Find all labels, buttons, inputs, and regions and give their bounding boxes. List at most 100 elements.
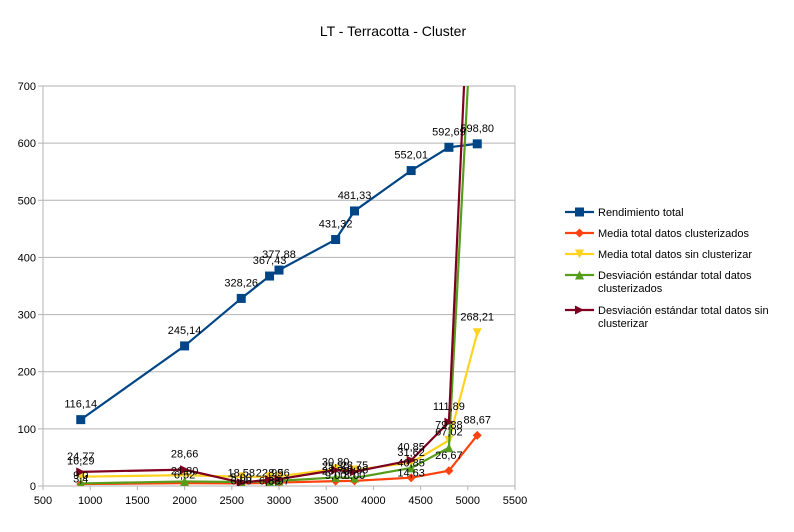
series-4 — [77, 86, 469, 486]
y-tick-label: 700 — [18, 81, 36, 93]
data-label: 19,86 — [341, 464, 369, 476]
legend-label: Desviación estándar total datos sin — [598, 305, 769, 317]
data-point — [265, 271, 275, 281]
data-point — [406, 166, 416, 176]
series-5 — [76, 86, 466, 486]
data-label: 431,32 — [319, 219, 353, 231]
data-point — [575, 249, 584, 259]
data-label: 245,14 — [168, 325, 202, 337]
data-point — [444, 466, 454, 476]
x-tick-label: 500 — [34, 495, 52, 507]
data-label: 111,89 — [433, 401, 465, 413]
x-tick-label: 1500 — [125, 495, 149, 507]
data-label: 481,33 — [338, 190, 372, 202]
data-point — [406, 473, 416, 483]
data-point — [406, 455, 416, 465]
data-label: 26,67 — [435, 450, 463, 462]
data-point — [575, 305, 584, 315]
data-point — [180, 465, 190, 475]
x-tick-label: 2500 — [220, 495, 244, 507]
y-tick-label: 400 — [18, 252, 36, 264]
y-tick-label: 200 — [18, 367, 36, 379]
data-point — [274, 265, 284, 275]
legend-item-1: Rendimiento total — [565, 207, 684, 219]
data-label: 24,77 — [67, 451, 95, 463]
y-tick-label: 500 — [18, 195, 36, 207]
data-label: 3,4 — [73, 474, 88, 486]
data-label: 552,01 — [394, 150, 428, 162]
legend-label: clusterizados — [598, 283, 663, 295]
data-point — [472, 328, 482, 338]
data-label: 40,85 — [397, 442, 425, 454]
data-point — [331, 472, 341, 482]
data-point — [274, 474, 284, 484]
data-point — [575, 207, 584, 217]
data-label: 9,00 — [325, 470, 346, 482]
data-point — [350, 467, 360, 477]
data-point — [331, 465, 341, 475]
legend-item-5: Desviación estándar total datos sinclust… — [565, 305, 769, 330]
data-label: 5,00 — [231, 472, 252, 484]
data-label: 67,02 — [435, 427, 463, 439]
data-label: 6,00 — [231, 475, 252, 487]
y-tick-label: 100 — [18, 424, 36, 436]
legend-label: Media total datos clusterizados — [598, 228, 750, 240]
data-point — [444, 142, 454, 152]
data-point — [406, 463, 416, 473]
y-tick-label: 600 — [18, 138, 36, 150]
data-label: 6,88 — [259, 475, 280, 487]
data-point — [236, 472, 246, 482]
data-label: 25,30 — [322, 461, 350, 473]
data-point — [180, 476, 190, 486]
x-tick-label: 3500 — [314, 495, 338, 507]
data-label: 9,0 — [73, 470, 88, 482]
data-label: 16,29 — [67, 456, 95, 468]
legend: Rendimiento total Media total datos clust… — [565, 207, 769, 330]
data-point — [236, 293, 246, 303]
series-line — [80, 86, 466, 484]
legend-label: Rendimiento total — [598, 207, 684, 219]
x-tick-label: 3000 — [267, 495, 291, 507]
data-label: 8,00 — [344, 470, 365, 482]
data-label: 377,88 — [262, 249, 296, 261]
data-point — [472, 139, 482, 149]
data-label: 8,56 — [268, 467, 289, 479]
axes: 0 100 200 300 400 500 600 700 500 1000 1500 2000 250… — [18, 81, 528, 507]
legend-item-4: Desviación estándar total datosclusteriz… — [565, 270, 752, 295]
data-label: 30,80 — [322, 456, 350, 468]
data-label: 592,69 — [432, 126, 466, 138]
series-layer — [76, 86, 482, 486]
data-point — [444, 443, 454, 453]
x-tick-label: 4000 — [361, 495, 385, 507]
x-tick-label: 1000 — [78, 495, 102, 507]
data-label: 23,75 — [341, 460, 369, 472]
x-tick-label: 4500 — [408, 495, 432, 507]
data-label: 21,80 — [171, 466, 199, 478]
x-tick-label: 5500 — [503, 495, 527, 507]
data-label: 14,63 — [397, 467, 425, 479]
data-label: 18,58 — [227, 467, 255, 479]
data-point — [575, 270, 584, 280]
data-label: 268,21 — [460, 312, 494, 324]
data-label: 328,26 — [224, 277, 258, 289]
data-point — [472, 430, 482, 440]
legend-label: Media total datos sin clusterizar — [598, 249, 752, 261]
legend-label: Desviación estándar total datos — [598, 270, 752, 282]
data-point — [350, 206, 360, 216]
data-point — [350, 473, 360, 483]
data-label: 40,85 — [397, 458, 425, 470]
series-1 — [76, 139, 482, 425]
series-line — [80, 142, 478, 421]
data-point — [76, 467, 86, 477]
data-label: 28,66 — [171, 449, 199, 461]
data-label: 598,80 — [460, 123, 494, 135]
legend-label: clusterizar — [598, 318, 648, 330]
data-label: 367,43 — [253, 255, 287, 267]
data-point — [444, 417, 454, 427]
legend-item-3: Media total datos sin clusterizar — [565, 249, 752, 261]
data-label: 88,67 — [463, 414, 491, 426]
data-label: 6,52 — [174, 470, 195, 482]
x-tick-label: 5000 — [456, 495, 480, 507]
